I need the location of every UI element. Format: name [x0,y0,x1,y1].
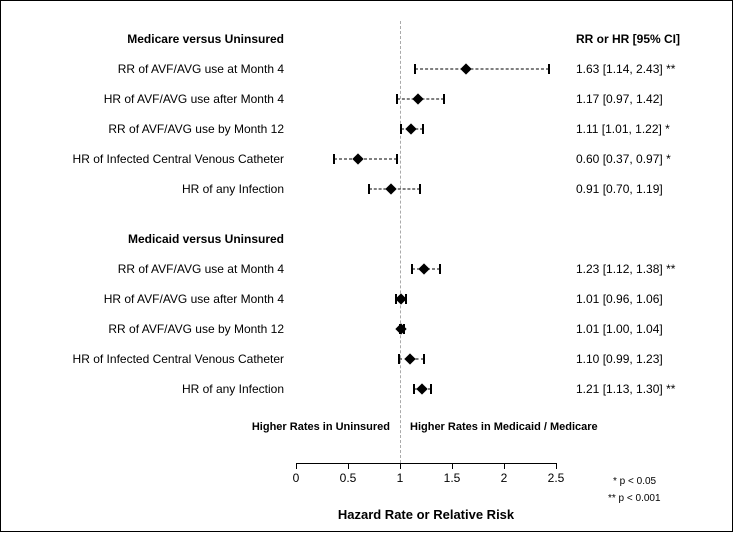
row-value: 1.10 [0.99, 1.23] [576,352,663,366]
ci-cap-low [398,354,400,364]
value-header: RR or HR [95% CI] [576,32,680,46]
group-header: Medicaid versus Uninsured [128,232,284,246]
row-value: 1.23 [1.12, 1.38] ** [576,262,675,276]
point-marker [405,353,416,364]
row-label: HR of Infected Central Venous Catheter [73,152,284,166]
plot-area: Medicare versus Uninsured RR or HR [95% C… [1,1,733,533]
x-tick [556,463,557,469]
row-label: RR of AVF/AVG use at Month 4 [118,62,284,76]
row-value: 1.01 [1.00, 1.04] [576,322,663,336]
x-tick-label: 2 [501,471,508,485]
row-value: 0.60 [0.37, 0.97] * [576,152,671,166]
ci-cap-high [419,184,421,194]
x-tick-label: 1.5 [444,471,461,485]
ci-line [334,159,396,160]
x-axis-line [296,463,556,464]
x-tick-label: 2.5 [548,471,565,485]
direction-label-left: Higher Rates in Uninsured [252,421,390,433]
point-marker [412,93,423,104]
footnote-p001: ** p < 0.001 [608,493,661,504]
ci-line [415,69,549,70]
row-label: HR of any Infection [182,382,284,396]
x-tick [504,463,505,469]
ci-cap-low [368,184,370,194]
ci-cap-low [414,64,416,74]
point-marker [416,383,427,394]
row-value: 1.63 [1.14, 2.43] ** [576,62,675,76]
row-value: 1.17 [0.97, 1.42] [576,92,663,106]
row-value: 1.21 [1.13, 1.30] ** [576,382,675,396]
ci-cap-low [411,264,413,274]
x-tick [348,463,349,469]
x-tick [296,463,297,469]
ci-cap-high [423,354,425,364]
ci-cap-low [413,384,415,394]
row-value: 0.91 [0.70, 1.19] [576,182,663,196]
row-label: HR of AVF/AVG use after Month 4 [104,92,284,106]
row-label: HR of Infected Central Venous Catheter [73,352,284,366]
ci-cap-high [443,94,445,104]
ci-cap-low [396,94,398,104]
ci-cap-high [548,64,550,74]
forest-plot-figure: Medicare versus Uninsured RR or HR [95% C… [0,0,733,532]
row-label: RR of AVF/AVG use by Month 12 [108,322,284,336]
x-tick-label: 1 [397,471,404,485]
ci-cap-high [422,124,424,134]
row-label: HR of any Infection [182,182,284,196]
ci-cap-high [396,154,398,164]
ci-cap-low [400,124,402,134]
x-tick [452,463,453,469]
point-marker [353,153,364,164]
ci-cap-high [430,384,432,394]
footnote-p05: * p < 0.05 [613,476,656,487]
row-value: 1.01 [0.96, 1.06] [576,292,663,306]
x-tick-label: 0.5 [340,471,357,485]
point-marker [418,263,429,274]
x-tick [400,463,401,469]
ci-cap-high [439,264,441,274]
x-axis-title: Hazard Rate or Relative Risk [338,507,514,522]
x-tick-label: 0 [293,471,300,485]
row-label: RR of AVF/AVG use by Month 12 [108,122,284,136]
ci-cap-low [333,154,335,164]
row-label: RR of AVF/AVG use at Month 4 [118,262,284,276]
row-value: 1.11 [1.01, 1.22] * [576,122,670,136]
group-header: Medicare versus Uninsured [127,32,284,46]
point-marker [385,183,396,194]
direction-label-right: Higher Rates in Medicaid / Medicare [410,421,598,433]
point-marker [406,123,417,134]
row-label: HR of AVF/AVG use after Month 4 [104,292,284,306]
point-marker [460,63,471,74]
reference-line [400,21,401,463]
